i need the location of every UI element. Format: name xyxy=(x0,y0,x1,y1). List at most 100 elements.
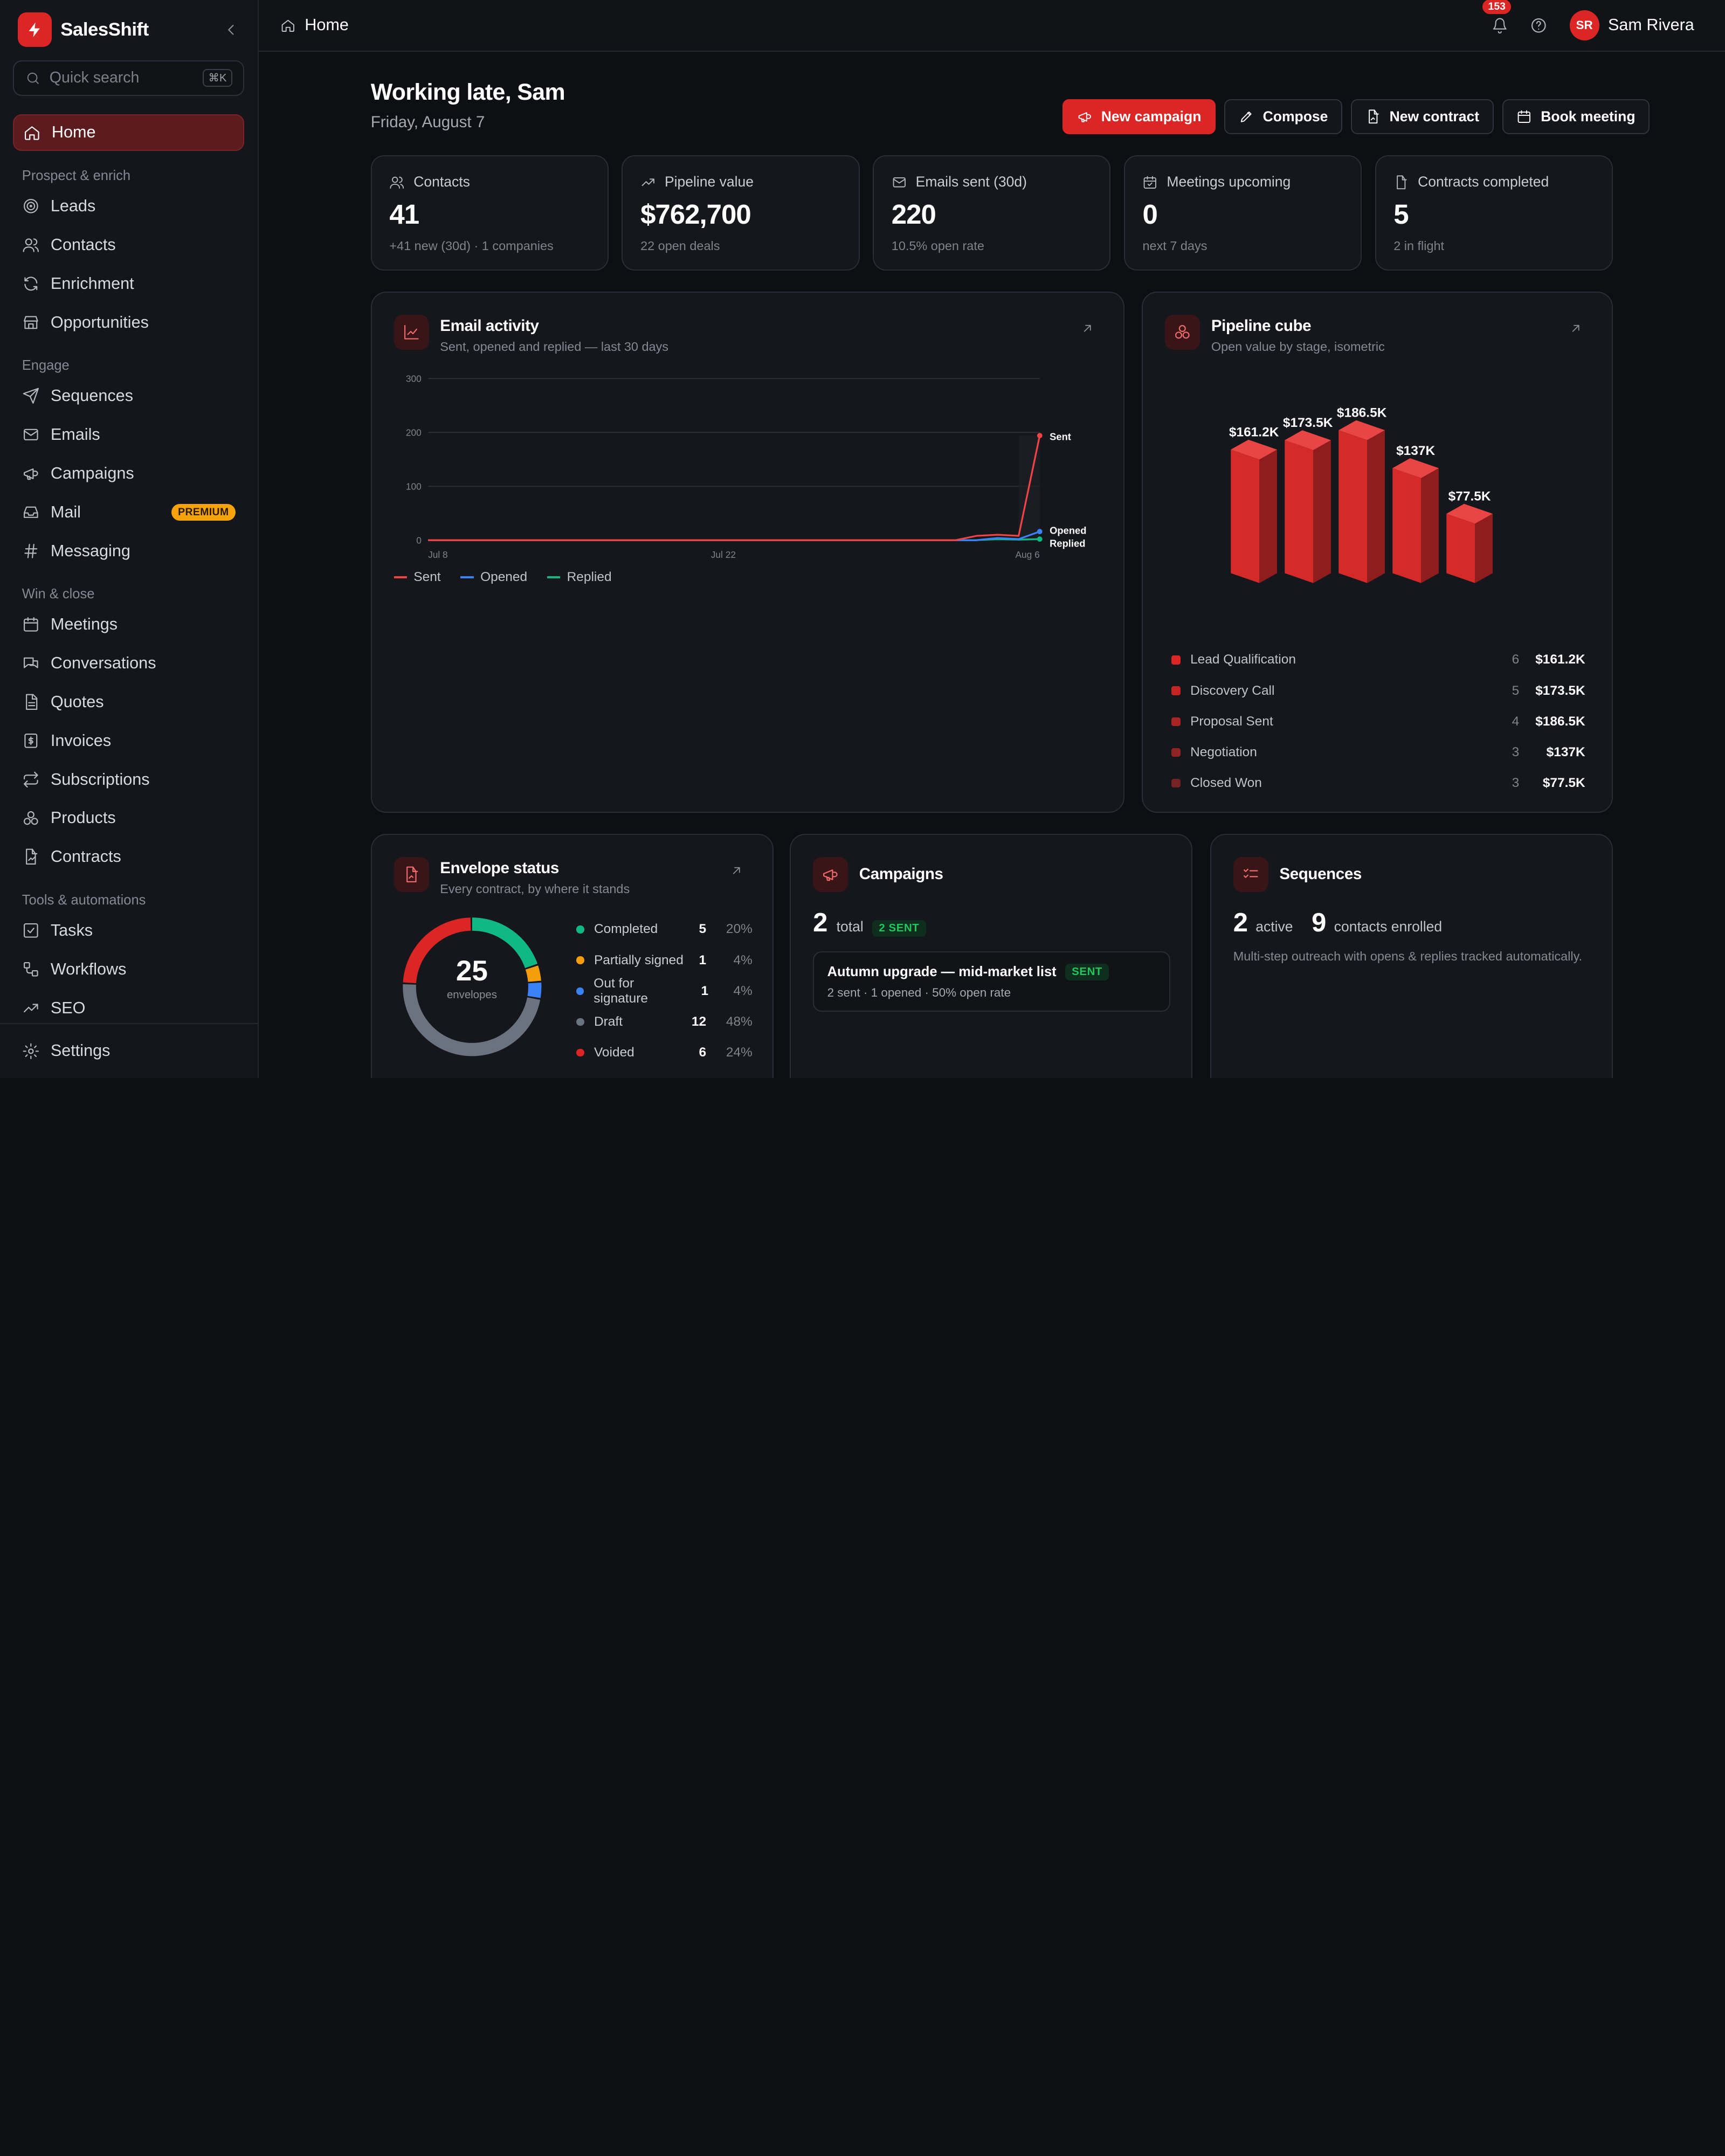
sidebar-item-invoices[interactable]: Invoices xyxy=(13,723,244,759)
sidebar-item-conversations[interactable]: Conversations xyxy=(13,645,244,681)
bar-top xyxy=(1231,439,1278,460)
book-meeting-button[interactable]: Book meeting xyxy=(1502,99,1650,134)
x-tick-label: Jul 22 xyxy=(710,549,735,560)
stat-label-text: Meetings upcoming xyxy=(1167,174,1291,190)
sidebar-item-leads[interactable]: Leads xyxy=(13,188,244,224)
stat-sub: 10.5% open rate xyxy=(891,238,984,253)
stage-row[interactable]: Proposal Sent 4 $186.5K xyxy=(1171,706,1585,737)
user-menu[interactable]: SR Sam Rivera xyxy=(1569,10,1694,40)
sidebar-item-settings[interactable]: Settings xyxy=(13,1033,245,1069)
sidebar-item-tasks[interactable]: Tasks xyxy=(13,913,244,949)
campaign-item[interactable]: Autumn upgrade — mid-market list SENT 2 … xyxy=(813,951,1171,1012)
quick-search[interactable]: ⌘K xyxy=(13,60,245,96)
sidebar-item-products[interactable]: Products xyxy=(13,800,244,836)
sidebar-item-opportunities[interactable]: Opportunities xyxy=(13,304,244,340)
expand-icon[interactable] xyxy=(1080,321,1095,336)
series-end-point xyxy=(1037,433,1043,438)
help-icon[interactable] xyxy=(1530,17,1548,34)
breadcrumb[interactable]: Home xyxy=(280,16,349,34)
bar-side xyxy=(1313,440,1331,583)
series-line-opened xyxy=(427,530,1040,541)
new-contract-button[interactable]: New contract xyxy=(1351,99,1494,134)
legend-item-replied[interactable]: Replied xyxy=(547,570,612,585)
stat-label: Meetings upcoming xyxy=(1142,174,1343,190)
stat-card-meetings[interactable]: Meetings upcoming 0 next 7 days xyxy=(1123,155,1362,271)
expand-icon[interactable] xyxy=(729,863,744,878)
envelope-swatch xyxy=(576,956,584,964)
sidebar-item-label: Opportunities xyxy=(50,313,149,331)
stage-swatch xyxy=(1171,717,1181,726)
card-subtitle: Every contract, by where it stands xyxy=(440,881,630,896)
sequences-active: 2 xyxy=(1233,908,1248,937)
refresh-icon xyxy=(24,277,38,291)
stage-row[interactable]: Closed Won 3 $77.5K xyxy=(1171,768,1585,798)
button-label: Book meeting xyxy=(1541,108,1636,125)
mail-icon xyxy=(23,429,38,441)
legend-item-sent[interactable]: Sent xyxy=(394,570,441,585)
page-title: Working late, Sam xyxy=(370,79,565,105)
sidebar-item-subscriptions[interactable]: Subscriptions xyxy=(13,761,244,797)
sidebar-item-contracts[interactable]: Contracts xyxy=(13,839,244,875)
envelope-percent: 4% xyxy=(733,952,753,968)
stat-sub: next 7 days xyxy=(1142,238,1208,253)
envelope-row[interactable]: Partially signed 1 4% xyxy=(576,945,753,976)
stat-card-pipeline[interactable]: Pipeline value $762,700 22 open deals xyxy=(622,155,860,271)
notification-count: 153 xyxy=(1482,0,1512,15)
envelope-row[interactable]: Out for signature 1 4% xyxy=(576,976,753,1006)
sidebar-item-enrichment[interactable]: Enrichment xyxy=(13,266,244,302)
sidebar-item-label: Subscriptions xyxy=(50,770,150,789)
stat-card-emails[interactable]: Emails sent (30d) 220 10.5% open rate xyxy=(873,155,1111,271)
envelope-swatch xyxy=(576,925,584,934)
stage-name: Lead Qualification xyxy=(1190,652,1296,667)
envelope-row[interactable]: Draft 12 48% xyxy=(576,1006,753,1037)
stage-row[interactable]: Negotiation 3 $137K xyxy=(1171,737,1585,768)
sidebar-item-quotes[interactable]: Quotes xyxy=(13,684,244,720)
stat-card-contracts[interactable]: Contracts completed 5 2 in flight xyxy=(1375,155,1613,271)
notifications-button[interactable]: 153 xyxy=(1482,0,1512,34)
expand-icon[interactable] xyxy=(1569,321,1583,336)
sidebar-item-seo[interactable]: SEO xyxy=(13,990,244,1026)
new-campaign-button[interactable]: New campaign xyxy=(1062,99,1216,134)
envelope-row[interactable]: Voided 6 24% xyxy=(576,1037,753,1068)
sidebar-item-emails[interactable]: Emails xyxy=(13,417,244,453)
sidebar-item-label: Tasks xyxy=(50,921,93,939)
document-icon xyxy=(25,694,38,710)
sidebar-item-sequences[interactable]: Sequences xyxy=(13,378,244,414)
sidebar-item-label: SEO xyxy=(50,998,86,1017)
legend-item-opened[interactable]: Opened xyxy=(460,570,527,585)
sidebar-item-label: Quotes xyxy=(50,692,104,711)
stat-value: 5 xyxy=(1393,198,1409,230)
stage-count: 3 xyxy=(1512,744,1520,759)
sidebar-footer: Settings xyxy=(0,1022,259,1072)
compose-button[interactable]: Compose xyxy=(1224,99,1342,134)
chevron-left-icon[interactable] xyxy=(222,21,240,39)
stage-row[interactable]: Discovery Call 5 $173.5K xyxy=(1171,675,1585,706)
hash-icon xyxy=(24,543,38,558)
stage-row[interactable]: Lead Qualification 6 $161.2K xyxy=(1171,645,1585,675)
envelope-row[interactable]: Completed 5 20% xyxy=(576,914,753,945)
stage-count: 6 xyxy=(1512,652,1520,667)
stage-swatch xyxy=(1171,655,1181,665)
sent-pill: 2 SENT xyxy=(872,920,926,937)
y-tick-label: 100 xyxy=(406,481,422,492)
stat-card-contacts[interactable]: Contacts 41 +41 new (30d) · 1 companies xyxy=(370,155,609,271)
bar-value-label: $137K xyxy=(1396,444,1435,458)
sidebar-item-home[interactable]: Home xyxy=(13,114,245,151)
brand[interactable]: SalesShift xyxy=(17,12,149,47)
chat-icon xyxy=(23,658,38,668)
search-input[interactable] xyxy=(49,69,193,87)
sidebar-item-workflows[interactable]: Workflows xyxy=(13,951,244,987)
sequences-enrolled: 9 xyxy=(1312,908,1327,937)
sidebar-item-messaging[interactable]: Messaging xyxy=(13,533,244,569)
sidebar-item-contacts[interactable]: Contacts xyxy=(13,227,244,263)
sidebar-item-campaigns[interactable]: Campaigns xyxy=(13,455,244,492)
chart-line-icon xyxy=(394,314,429,350)
sidebar-item-meetings[interactable]: Meetings xyxy=(13,606,244,642)
users-icon xyxy=(390,176,404,189)
stat-label-text: Emails sent (30d) xyxy=(915,174,1027,190)
stat-label-text: Pipeline value xyxy=(664,174,754,190)
y-tick-label: 300 xyxy=(406,373,422,384)
calendar-check-icon xyxy=(1144,176,1157,189)
sidebar-item-mail[interactable]: Mail PREMIUM xyxy=(13,494,244,530)
bar-value-label: $186.5K xyxy=(1337,405,1387,420)
